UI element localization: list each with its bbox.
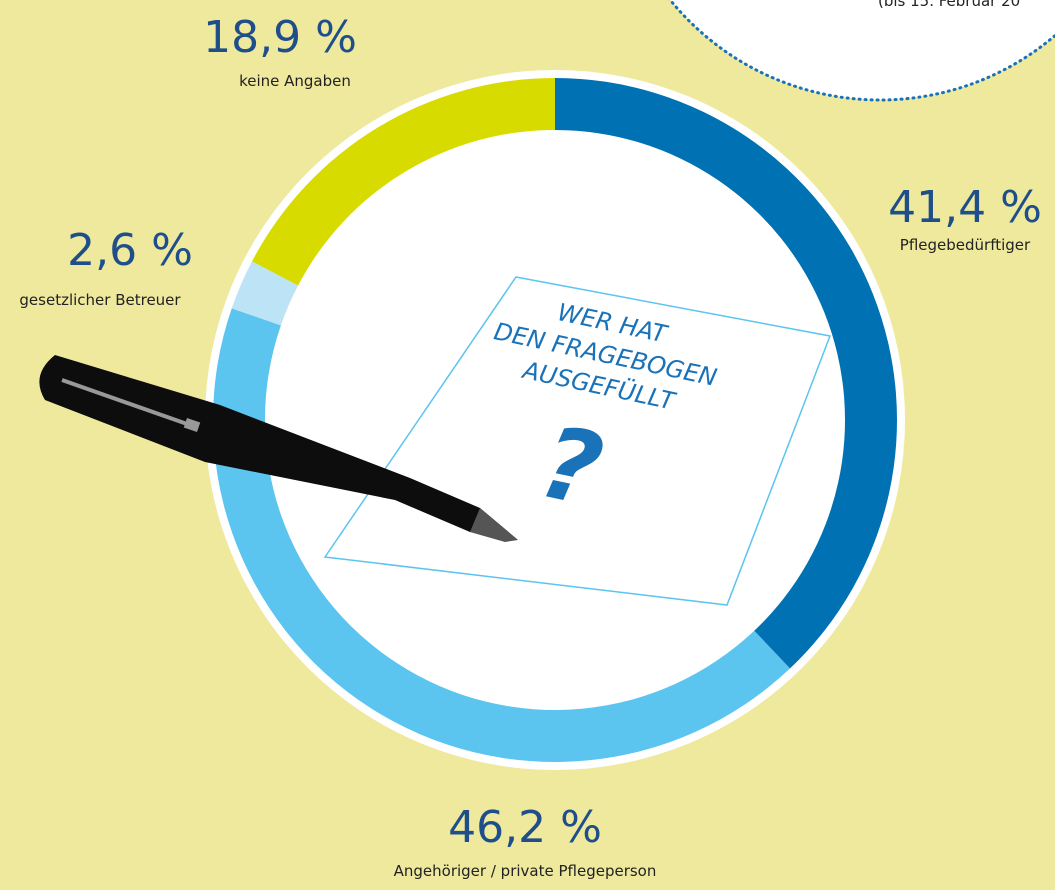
info-bubble: [610, 0, 1055, 100]
chart: (bis 15. Februar 20 WER HAT DEN FRAGEBOG…: [0, 0, 1055, 890]
value-label: 41,4 %: [888, 182, 1042, 233]
category-label: keine Angaben: [239, 72, 351, 90]
value-label: 2,6 %: [67, 225, 193, 276]
category-label: Pflegebedürftiger: [900, 236, 1031, 254]
note: (bis 15. Februar 20: [878, 0, 1020, 10]
page: (bis 15. Februar 20 WER HAT DEN FRAGEBOG…: [0, 0, 1055, 890]
value-label: 46,2 %: [448, 802, 602, 853]
category-label: gesetzlicher Betreuer: [19, 291, 181, 309]
value-label: 18,9 %: [203, 12, 357, 63]
category-label: Angehöriger / private Pflegeperson: [394, 862, 657, 880]
